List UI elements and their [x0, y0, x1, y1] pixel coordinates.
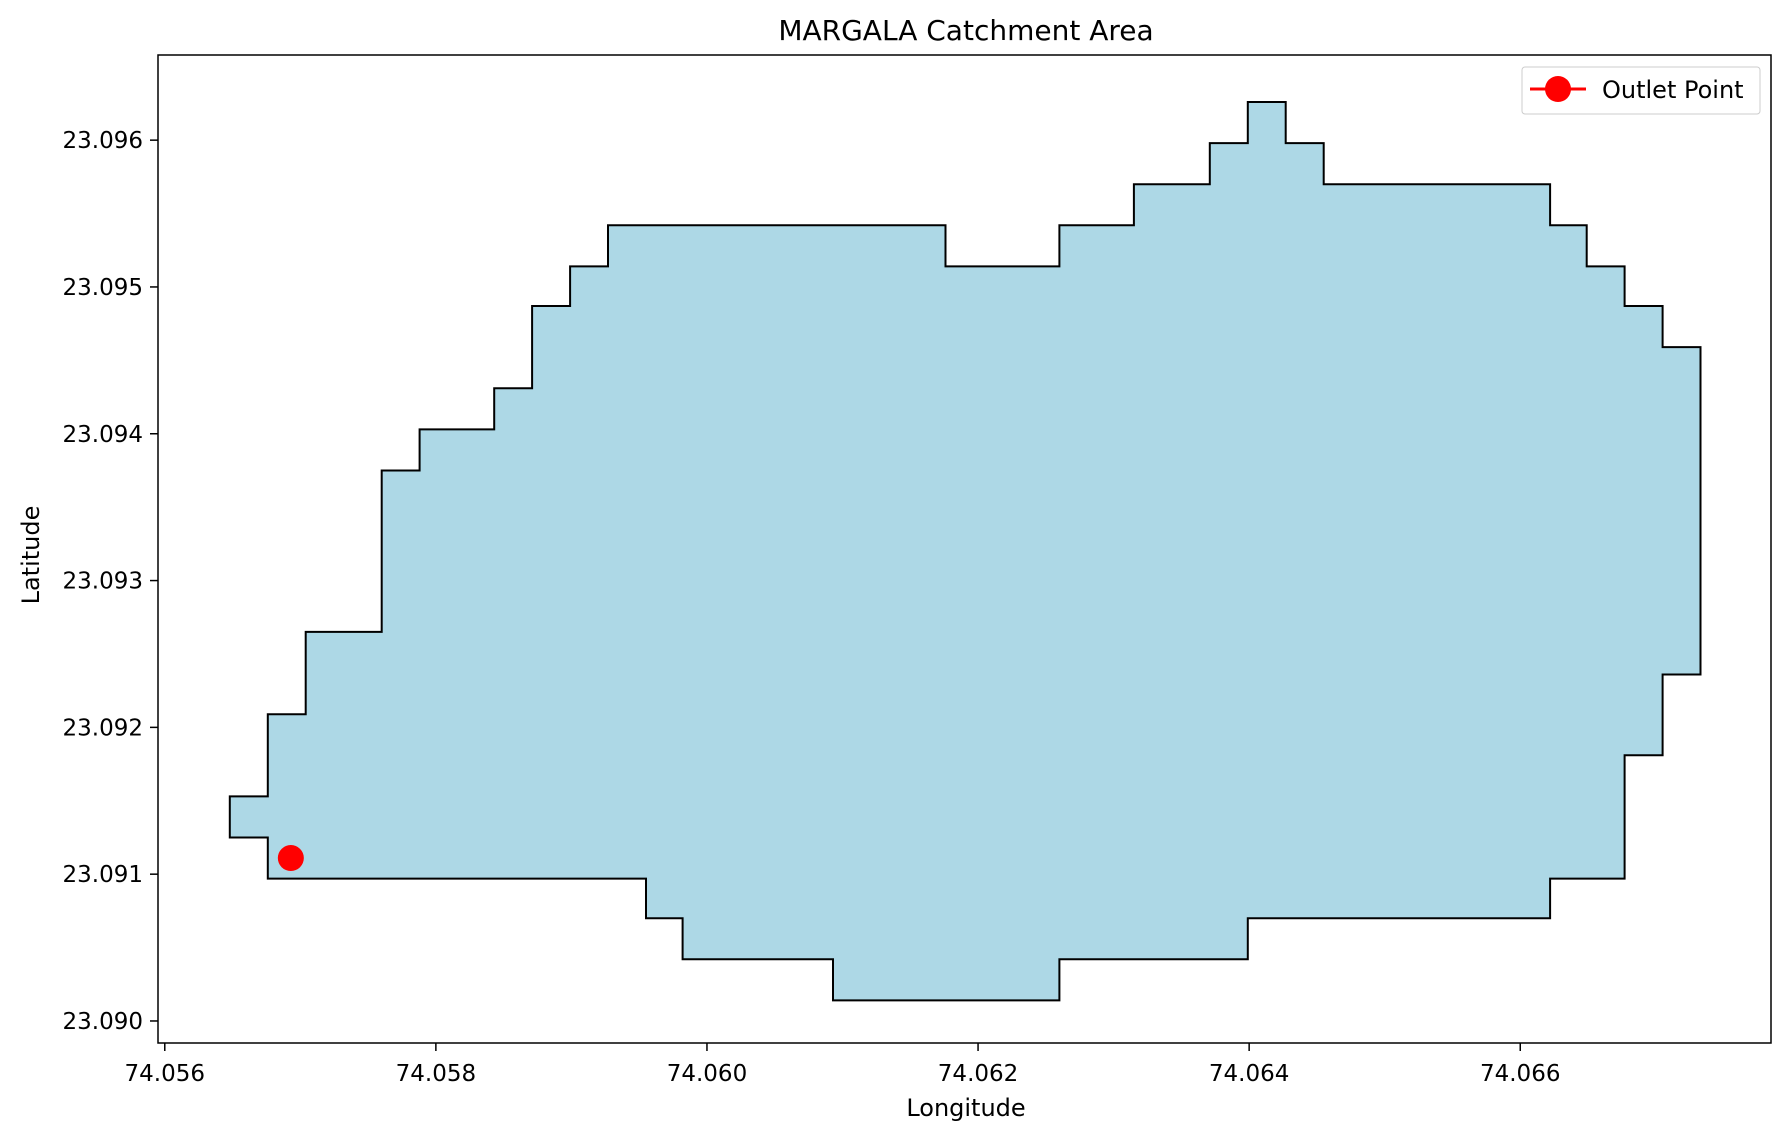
chart-title: MARGALA Catchment Area: [778, 14, 1153, 47]
axes-frame: [157, 54, 1772, 1044]
y-axis: 23.090 23.091 23.092 23.093 23.094 23.095 23.0…: [63, 128, 158, 1035]
x-tick-label: 74.062: [938, 1061, 1018, 1087]
y-tick-label: 23.094: [63, 422, 143, 448]
y-tick-label: 23.092: [63, 715, 143, 741]
x-tick-label: 74.060: [667, 1061, 747, 1087]
x-axis-title: Longitude: [906, 1094, 1025, 1122]
series-layer: [277, 845, 304, 872]
x-tick-label: 74.056: [125, 1061, 205, 1087]
x-axis: 74.056 74.058 74.060 74.062 74.064 74.066: [125, 1043, 1560, 1087]
plot-area: [228, 101, 1702, 1002]
outlet-point-marker: [277, 845, 304, 872]
y-tick-label: 23.096: [63, 128, 143, 154]
x-tick-label: 74.066: [1480, 1061, 1560, 1087]
x-tick-label: 74.058: [396, 1061, 476, 1087]
legend-box: [1521, 66, 1761, 115]
y-axis-title: Latitude: [17, 506, 45, 605]
y-tick-label: 23.095: [63, 275, 143, 301]
legend-marker: [1545, 76, 1571, 102]
x-tick-label: 74.064: [1209, 1061, 1289, 1087]
y-tick-label: 23.093: [63, 569, 143, 595]
y-tick-label: 23.091: [63, 862, 143, 888]
legend: Outlet Point: [1521, 66, 1761, 115]
y-tick-label: 23.090: [63, 1009, 143, 1035]
catchment-polygon: [228, 101, 1702, 1002]
legend-label: Outlet Point: [1602, 76, 1744, 104]
